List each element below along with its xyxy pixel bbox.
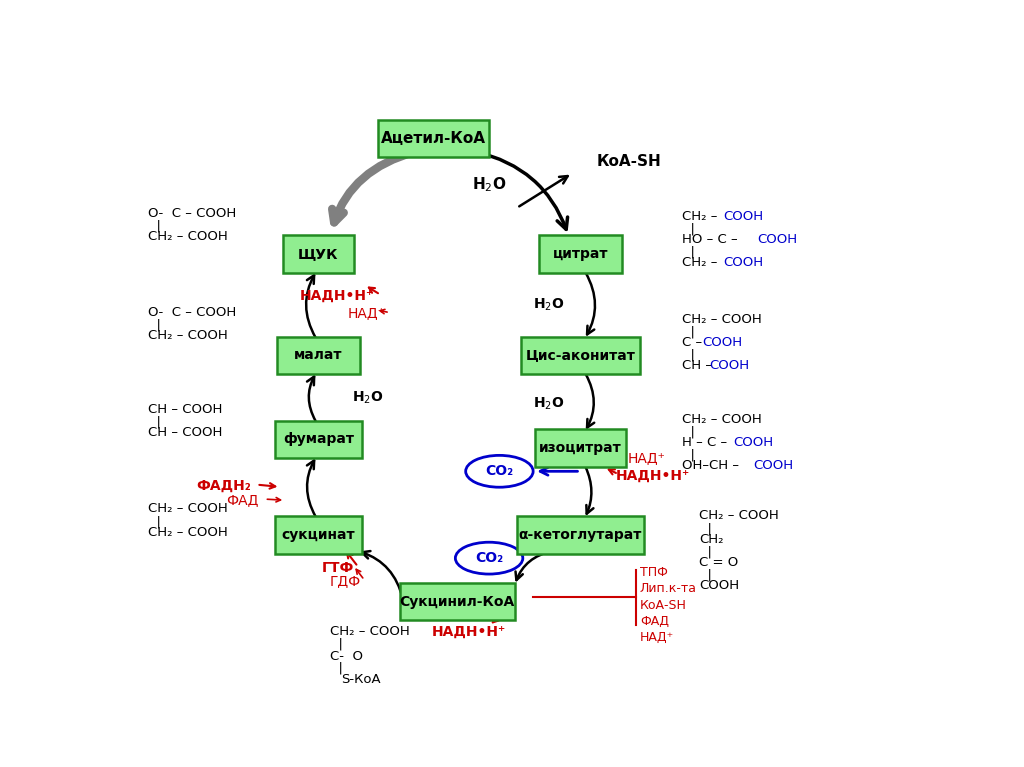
Text: сукцинат: сукцинат [282,528,355,542]
Text: СН – СООН: СН – СООН [147,426,222,439]
Text: CO₂: CO₂ [475,551,503,565]
FancyBboxPatch shape [539,235,622,273]
FancyBboxPatch shape [283,235,354,273]
Text: СН₂ – СООН: СН₂ – СООН [699,509,779,522]
Text: СН₂ – СООН: СН₂ – СООН [147,525,227,538]
Text: H$_2$O: H$_2$O [532,395,564,412]
FancyBboxPatch shape [276,337,360,374]
Text: |: | [682,325,695,338]
Ellipse shape [466,456,534,487]
Text: СООН: СООН [710,359,750,372]
FancyBboxPatch shape [517,516,644,554]
Text: фумарат: фумарат [283,433,354,446]
Text: Н – С –: Н – С – [682,436,731,449]
Text: изоцитрат: изоцитрат [539,441,622,455]
Text: С –: С – [682,336,707,349]
Text: О-  С – СООН: О- С – СООН [147,207,237,220]
Text: ФАД: ФАД [640,615,669,627]
Text: СН₂ –: СН₂ – [682,210,722,223]
Text: КоА-SH: КоА-SH [596,154,660,169]
Ellipse shape [456,542,523,574]
Text: α-кетоглутарат: α-кетоглутарат [519,528,642,542]
Text: ГДФ: ГДФ [330,574,360,588]
Text: |: | [699,522,713,535]
Text: СООН: СООН [723,256,763,269]
Text: Цис-аконитат: Цис-аконитат [525,348,635,363]
Text: цитрат: цитрат [553,247,608,261]
Text: |: | [147,416,161,429]
Text: |: | [331,662,343,675]
Text: С-  О: С- О [331,650,364,663]
Text: СООН: СООН [723,210,763,223]
Text: ФАДН₂: ФАДН₂ [197,479,251,492]
Text: Лип.к-та: Лип.к-та [640,582,697,595]
Text: H$_2$O: H$_2$O [352,390,383,406]
Text: |: | [147,220,161,233]
Text: ТПФ: ТПФ [640,566,668,579]
Text: СООН: СООН [754,459,794,472]
Text: |: | [331,638,343,651]
Text: H$_2$O: H$_2$O [472,176,506,194]
Text: О-  С – СООН: О- С – СООН [147,305,237,318]
Text: СН₂ –: СН₂ – [682,256,722,269]
Text: НАД⁺: НАД⁺ [628,451,666,465]
Text: СН₂ – СООН: СН₂ – СООН [682,312,762,325]
Text: ГТФ: ГТФ [322,561,354,575]
FancyBboxPatch shape [399,583,515,621]
Text: |: | [682,449,695,462]
Text: НАДН•Н⁺: НАДН•Н⁺ [616,469,690,482]
Text: НАД⁺: НАД⁺ [640,631,674,644]
FancyBboxPatch shape [274,420,362,458]
Text: СН – СООН: СН – СООН [147,403,222,416]
Text: ОН–СН –: ОН–СН – [682,459,743,472]
Text: НАДН•Н⁺: НАДН•Н⁺ [432,624,507,639]
Text: СН₂ – СООН: СН₂ – СООН [682,413,762,426]
FancyBboxPatch shape [535,430,626,467]
Text: СН₂: СН₂ [699,532,724,545]
Text: Ацетил-КоА: Ацетил-КоА [381,131,486,146]
Text: малат: малат [294,348,343,363]
FancyBboxPatch shape [274,516,362,554]
Text: КоА-SH: КоА-SH [640,598,687,611]
Text: |: | [699,545,713,558]
Text: |: | [682,222,695,235]
Text: СООН: СООН [699,579,739,592]
Text: СН –: СН – [682,359,716,372]
FancyBboxPatch shape [378,120,489,157]
Text: СН₂ – СООН: СН₂ – СООН [147,230,227,243]
Text: СООН: СООН [702,336,742,349]
Text: |: | [682,426,695,439]
Text: СН₂ – СООН: СН₂ – СООН [331,625,411,638]
Text: СООН: СООН [758,233,798,246]
Text: НО – С –: НО – С – [682,233,741,246]
FancyBboxPatch shape [521,337,640,374]
Text: СН₂ – СООН: СН₂ – СООН [147,502,227,515]
Text: СООН: СООН [733,436,774,449]
Text: СН₂ – СООН: СН₂ – СООН [147,329,227,342]
Text: ЩУК: ЩУК [298,247,339,261]
Text: ФАД: ФАД [226,492,259,507]
Text: |: | [147,515,161,528]
Text: |: | [682,348,695,361]
Text: НАДН•Н⁺: НАДН•Н⁺ [300,289,374,303]
Text: |: | [147,318,161,331]
Text: Сукцинил-КоА: Сукцинил-КоА [399,594,515,608]
Text: С = О: С = О [699,556,738,568]
Text: CO₂: CO₂ [485,464,513,479]
Text: |: | [682,246,695,259]
Text: |: | [699,568,713,581]
Text: НАД⁺: НАД⁺ [348,306,386,320]
Text: S-КоА: S-КоА [341,673,380,686]
Text: H$_2$O: H$_2$O [532,297,564,313]
